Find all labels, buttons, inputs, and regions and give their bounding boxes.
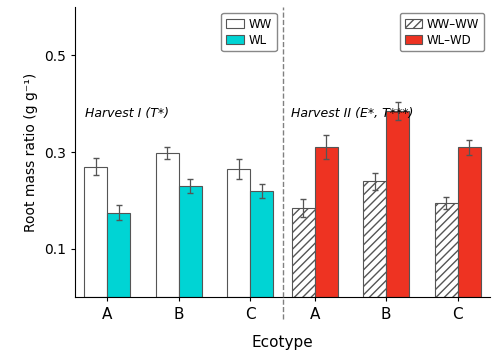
Bar: [228, 169, 250, 297]
Bar: [364, 181, 386, 297]
Bar: [250, 191, 273, 297]
Text: Harvest I (T*): Harvest I (T*): [86, 107, 170, 120]
Y-axis label: Root mass ratio (g g⁻¹): Root mass ratio (g g⁻¹): [24, 73, 38, 232]
Bar: [458, 147, 480, 297]
Bar: [292, 208, 315, 297]
Bar: [179, 186, 202, 297]
Bar: [84, 167, 108, 297]
Bar: [435, 203, 458, 297]
Bar: [156, 153, 179, 297]
Legend: WW–WW, WL–WD: WW–WW, WL–WD: [400, 13, 484, 51]
Text: Ecotype: Ecotype: [252, 335, 314, 350]
Legend: WW, WL: WW, WL: [222, 13, 276, 51]
Bar: [108, 213, 130, 297]
Bar: [315, 147, 338, 297]
Text: Harvest II (E*, T***): Harvest II (E*, T***): [291, 107, 413, 120]
Bar: [386, 111, 409, 297]
